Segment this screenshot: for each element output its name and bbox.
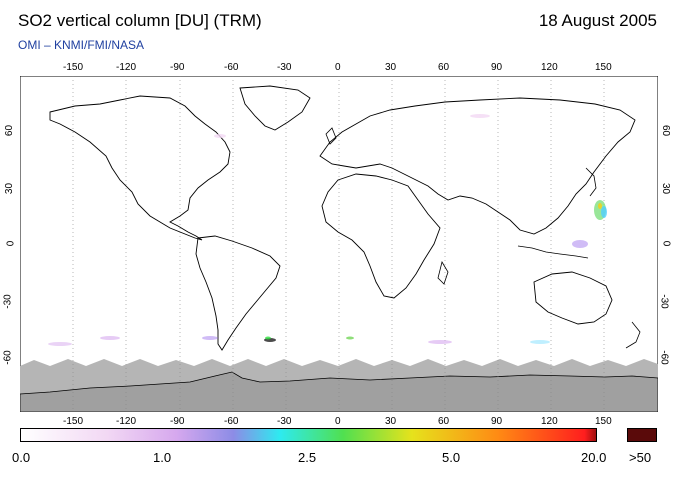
lon-tick-top: -150 [63, 62, 84, 73]
lon-tick-bottom: -60 [224, 416, 239, 427]
lon-tick-top: -30 [277, 62, 292, 73]
colorbar-label: >50 [629, 450, 652, 465]
madagascar [437, 260, 449, 285]
lon-tick-bottom: -30 [277, 416, 292, 427]
new-zealand [625, 321, 641, 349]
colorbar-label: 20.0 [581, 450, 607, 465]
lon-tick-bottom: -150 [63, 416, 84, 427]
map-credit: OMI – KNMI/FMI/NASA [18, 38, 145, 52]
colorbar-label: 2.5 [298, 450, 317, 465]
lon-tick-top: 0 [335, 62, 341, 73]
map-date: 18 August 2005 [538, 11, 657, 30]
lat-tick-left: -30 [2, 294, 14, 309]
lon-tick-bottom: 60 [438, 416, 450, 427]
lon-tick-top: -120 [116, 62, 137, 73]
map-title: SO2 vertical column [DU] (TRM) [18, 11, 262, 30]
colorbar-label: 1.0 [153, 450, 172, 465]
lon-tick-bottom: 0 [335, 416, 341, 427]
lon-tick-bottom: -120 [116, 416, 137, 427]
lat-tick-left: 0 [5, 240, 17, 247]
colorbar-label: 0.0 [12, 450, 31, 465]
great-britain [325, 127, 337, 145]
greenland [239, 85, 311, 131]
lon-tick-top: 90 [491, 62, 503, 73]
north-america [49, 95, 231, 241]
graticule [72, 76, 605, 412]
colorbar-overflow-swatch [627, 428, 657, 442]
japan [585, 167, 597, 197]
australia [533, 271, 613, 325]
lon-tick-top: -90 [170, 62, 185, 73]
lat-tick-right: 60 [660, 124, 672, 137]
lat-tick-left: 30 [4, 182, 16, 195]
lon-tick-top: -60 [224, 62, 239, 73]
lat-tick-left: 60 [4, 124, 16, 137]
lon-tick-top: 30 [385, 62, 397, 73]
lat-tick-right: -30 [658, 294, 670, 309]
colorbar-label: 5.0 [442, 450, 461, 465]
lat-tick-right: 30 [660, 182, 672, 195]
lon-tick-bottom: 90 [491, 416, 503, 427]
africa [321, 173, 441, 299]
lat-tick-right: -60 [658, 350, 670, 365]
lon-tick-bottom: 30 [385, 416, 397, 427]
lon-tick-top: 120 [541, 62, 558, 73]
world-map [20, 76, 658, 412]
lon-tick-bottom: -90 [170, 416, 185, 427]
colorbar [20, 428, 597, 442]
lat-tick-left: -60 [2, 350, 14, 365]
lon-tick-bottom: 120 [541, 416, 558, 427]
lon-tick-top: 150 [595, 62, 612, 73]
south-america [195, 235, 281, 351]
so2-signal [48, 114, 607, 346]
lat-tick-right: 0 [660, 240, 672, 247]
indonesia [517, 245, 589, 259]
lon-tick-bottom: 150 [595, 416, 612, 427]
eurasia [319, 97, 636, 235]
lon-tick-top: 60 [438, 62, 450, 73]
